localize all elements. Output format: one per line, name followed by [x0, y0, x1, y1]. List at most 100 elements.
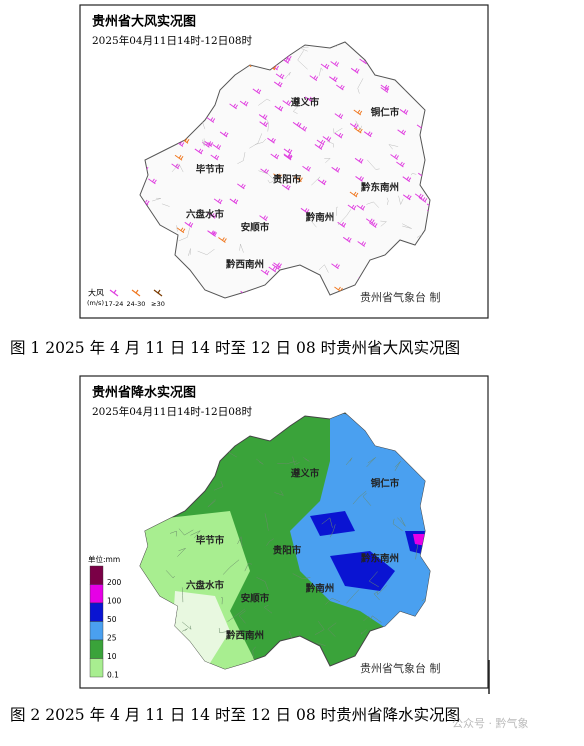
wind-barb — [268, 266, 278, 273]
city-label: 毕节市 — [196, 164, 225, 176]
county-border — [360, 629, 367, 635]
wind-barb — [283, 148, 293, 155]
wind-barb — [399, 109, 409, 115]
wind-barb — [350, 67, 360, 74]
city-label: 黔西南州 — [225, 259, 264, 271]
legend-label: 17-24 — [105, 300, 124, 308]
city-label: 黔南州 — [305, 583, 335, 595]
legend-label: 24-30 — [127, 300, 146, 308]
rain-area — [310, 511, 355, 536]
wind-barb — [281, 184, 291, 191]
wind-barb — [331, 263, 340, 270]
caption: 图 2 2025 年 4 月 11 日 14 时至 12 日 08 时贵州省降水… — [10, 706, 460, 724]
county-border — [402, 223, 412, 229]
wind-barb — [402, 176, 412, 183]
county-border — [324, 158, 331, 163]
county-border — [292, 573, 311, 579]
legend-barb — [109, 289, 119, 297]
county-border — [169, 530, 177, 537]
county-border — [176, 225, 178, 232]
legend-swatch — [89, 565, 104, 585]
wind-barb — [258, 114, 268, 120]
wind-barb — [331, 166, 341, 173]
wind-barb — [273, 173, 282, 180]
wind-barb — [380, 87, 390, 93]
county-border — [388, 144, 399, 150]
legend-label: 10 — [107, 652, 117, 661]
county-border — [410, 173, 417, 176]
county-border — [178, 528, 194, 536]
city-label: 遵义市 — [291, 468, 320, 480]
legend-label: 25 — [107, 634, 117, 643]
county-border — [244, 563, 253, 572]
wind-barb — [334, 113, 344, 120]
county-border — [318, 264, 329, 273]
wind-barb — [207, 230, 216, 237]
wind-barb — [368, 222, 378, 228]
wind-barb — [267, 137, 276, 144]
county-border — [329, 524, 336, 538]
figure-subtitle: 2025年04月11日14时-12日08时 — [92, 34, 253, 47]
rain-area — [330, 551, 395, 591]
county-border — [266, 538, 275, 546]
wind-barb — [363, 131, 373, 138]
city-label: 黔西南州 — [225, 630, 264, 642]
wind-barb — [292, 121, 302, 128]
county-border — [394, 461, 401, 472]
city-label: 铜仁市 — [371, 478, 400, 490]
county-border — [161, 203, 170, 207]
wind-barb — [259, 121, 269, 128]
wind-barb — [259, 215, 268, 222]
wind-barb — [354, 157, 364, 164]
legend-barb — [131, 289, 141, 297]
wind-barb — [176, 227, 186, 234]
wind-barb — [357, 241, 367, 247]
county-border — [227, 608, 246, 622]
legend-title: 单位:mm — [88, 554, 120, 564]
wind-barb — [414, 193, 424, 200]
wind-barb — [273, 262, 282, 269]
county-border — [310, 213, 317, 228]
county-border — [335, 206, 338, 216]
county-border — [311, 176, 321, 186]
wind-barb — [213, 198, 223, 205]
county-border — [274, 490, 284, 496]
legend-swatch — [89, 658, 104, 678]
wind-barb — [237, 183, 246, 190]
county-border — [202, 138, 205, 147]
watermark: 公众号 · 黔气象 — [452, 716, 529, 730]
wind-barb — [194, 148, 204, 155]
caption: 图 1 2025 年 4 月 11 日 14 时至 12 日 08 时贵州省大风… — [10, 339, 460, 357]
wind-barb — [330, 61, 340, 67]
county-border — [386, 197, 389, 206]
county-border — [325, 597, 341, 605]
county-border — [277, 460, 297, 465]
county-border — [284, 71, 291, 80]
county-border — [318, 67, 323, 77]
credit: 贵州省气象台 制 — [360, 290, 441, 304]
legend-swatch — [89, 639, 104, 659]
wind-barb — [426, 203, 430, 210]
wind-barb — [282, 100, 292, 107]
legend-label: 50 — [107, 615, 117, 624]
county-border — [264, 513, 269, 531]
county-border — [171, 163, 184, 173]
county-border — [380, 220, 388, 227]
county-border — [333, 128, 343, 134]
county-border — [256, 458, 264, 465]
county-border — [321, 517, 333, 528]
city-label: 铜仁市 — [371, 107, 400, 119]
county-border — [346, 589, 360, 604]
county-border — [292, 106, 298, 114]
wind-barb — [396, 161, 405, 168]
city-label: 黔南州 — [305, 212, 335, 224]
county-border — [265, 118, 269, 132]
wind-barb — [273, 81, 283, 88]
county-border — [363, 615, 371, 622]
wind-barb — [207, 212, 217, 219]
city-label: 遵义市 — [291, 97, 320, 109]
figure-title: 贵州省大风实况图 — [92, 14, 196, 30]
wind-barb — [353, 109, 363, 116]
county-border — [366, 201, 379, 208]
county-border — [152, 197, 161, 202]
